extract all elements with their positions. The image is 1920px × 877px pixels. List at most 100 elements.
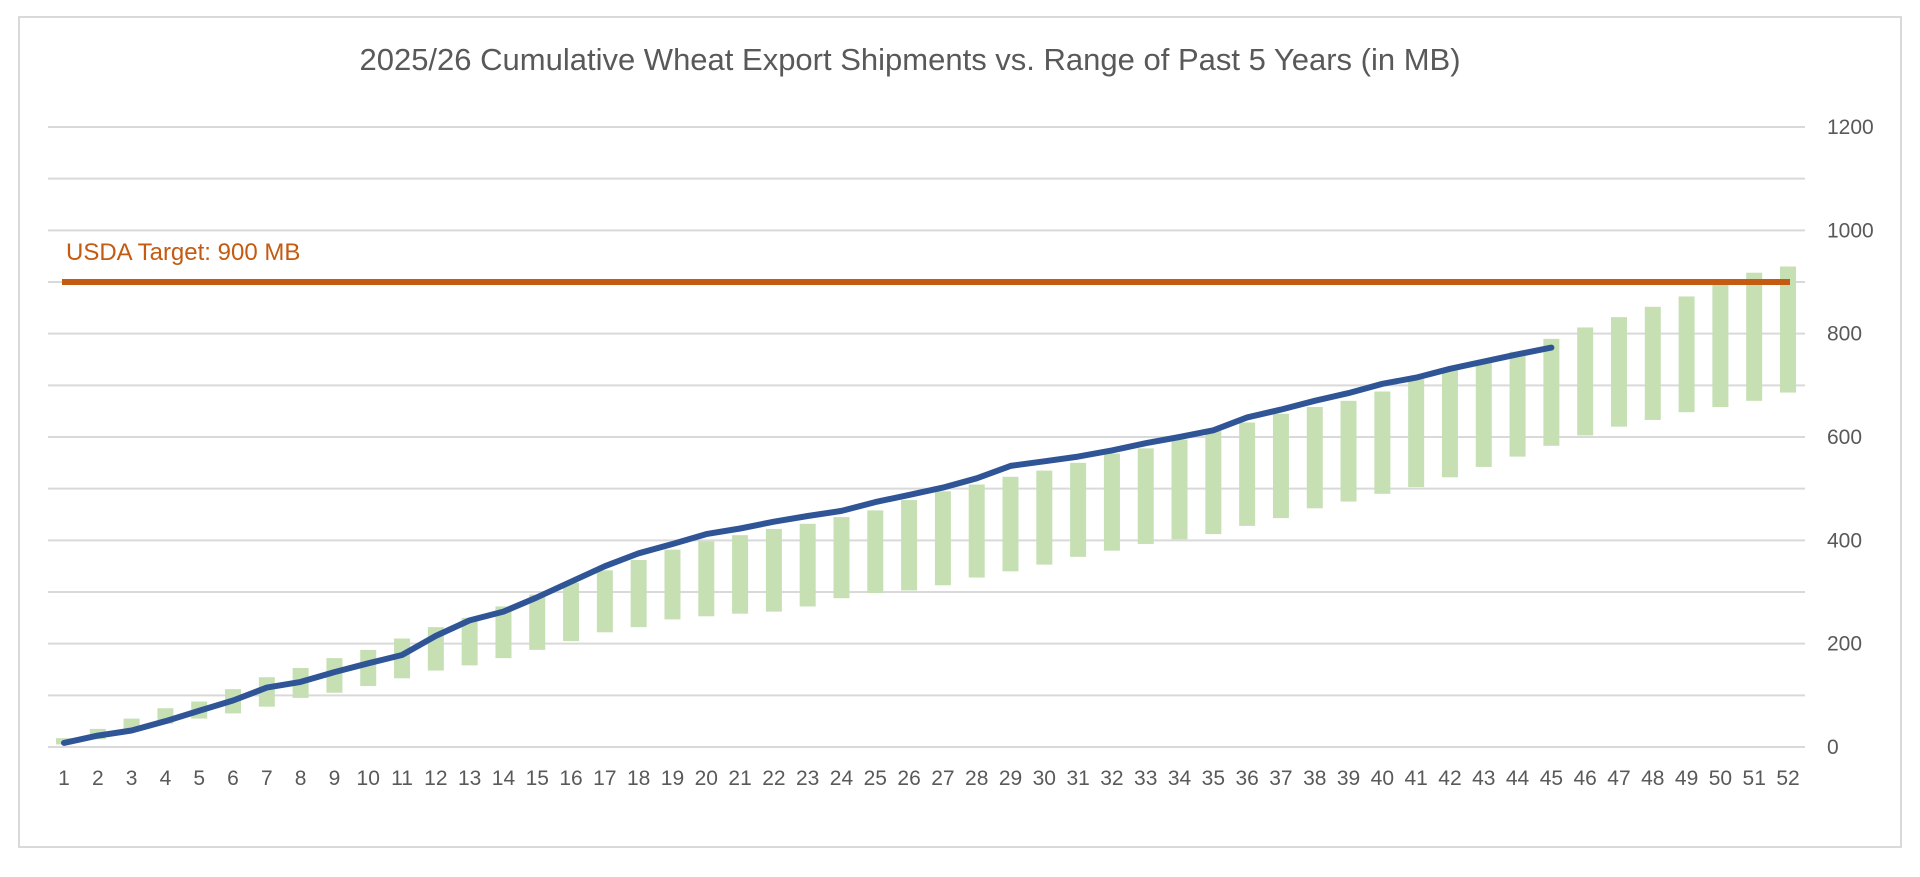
range-bar (765, 528, 782, 612)
x-tick-label: 6 (227, 767, 239, 790)
x-tick-label: 1 (58, 767, 70, 790)
y-tick-label: 1200 (1827, 116, 1874, 139)
x-tick-label: 51 (1743, 767, 1766, 790)
x-tick-label: 32 (1100, 767, 1123, 790)
x-tick-label: 36 (1235, 767, 1258, 790)
range-bar (1272, 413, 1289, 519)
range-bar (1070, 462, 1087, 557)
y-tick-label: 400 (1827, 529, 1862, 552)
range-bar (596, 570, 613, 633)
range-bar (1712, 283, 1729, 408)
x-tick-label: 38 (1303, 767, 1326, 790)
x-tick-label: 4 (160, 767, 172, 790)
x-tick-label: 30 (1033, 767, 1056, 790)
range-bar (1543, 338, 1560, 446)
range-bar (630, 559, 647, 628)
range-bar (495, 606, 512, 659)
x-tick-label: 23 (796, 767, 819, 790)
range-bar (326, 658, 343, 693)
x-tick-label: 18 (627, 767, 650, 790)
range-bar (461, 617, 478, 666)
x-tick-label: 34 (1168, 767, 1192, 790)
range-bar (732, 535, 749, 614)
y-tick-label: 1000 (1827, 219, 1874, 242)
gridlines (48, 126, 1805, 748)
range-bar (934, 491, 951, 586)
x-tick-label: 52 (1776, 767, 1799, 790)
y-axis-ticks: 0 200 400 600 800 1000 1200 (1827, 116, 1874, 759)
x-tick-label: 11 (391, 767, 413, 790)
x-tick-label: 43 (1472, 767, 1495, 790)
x-tick-label: 3 (126, 767, 138, 790)
range-bar (664, 549, 681, 620)
x-tick-label: 24 (830, 767, 854, 790)
x-tick-label: 50 (1709, 767, 1732, 790)
range-bar (1577, 327, 1594, 436)
range-bar (833, 517, 850, 599)
x-tick-label: 49 (1675, 767, 1698, 790)
range-bar (1205, 430, 1222, 535)
range-bar (698, 541, 715, 617)
range-bar (1239, 422, 1256, 526)
x-tick-label: 17 (593, 767, 616, 790)
x-tick-label: 27 (931, 767, 954, 790)
range-bar (867, 510, 884, 594)
x-tick-label: 21 (728, 767, 751, 790)
shipments-line-group (61, 344, 1555, 746)
x-tick-label: 47 (1607, 767, 1630, 790)
x-tick-label: 7 (261, 767, 273, 790)
range-bars (56, 266, 1796, 745)
range-bar (360, 649, 377, 687)
x-tick-label: 35 (1202, 767, 1225, 790)
range-bar (1306, 407, 1323, 509)
x-tick-label: 12 (424, 767, 447, 790)
range-bar (1678, 296, 1695, 413)
x-tick-label: 5 (193, 767, 205, 790)
range-bar (1441, 369, 1458, 478)
range-bar (1746, 272, 1763, 401)
range-bar (1509, 351, 1526, 457)
range-bar (1002, 476, 1019, 572)
x-axis-ticks: 1 2 3 4 5 6 7 8 9 10 11 12 13 14 15 16 17 18 19 20 21 22 23 24 2… (58, 767, 1800, 790)
x-tick-label: 42 (1438, 767, 1461, 790)
range-bar (1340, 400, 1357, 502)
x-tick-label: 37 (1269, 767, 1292, 790)
x-tick-label: 45 (1540, 767, 1563, 790)
x-tick-label: 46 (1573, 767, 1596, 790)
range-bar (799, 523, 816, 607)
range-bar (1780, 266, 1796, 393)
range-bar (1644, 306, 1661, 420)
range-bar (529, 594, 546, 650)
x-tick-label: 26 (897, 767, 920, 790)
x-tick-label: 29 (999, 767, 1022, 790)
range-bar (901, 500, 918, 591)
x-tick-label: 9 (329, 767, 341, 790)
x-tick-label: 22 (762, 767, 785, 790)
y-tick-label: 600 (1827, 426, 1862, 449)
range-bar (394, 638, 411, 679)
x-tick-label: 44 (1506, 767, 1530, 790)
x-tick-label: 25 (864, 767, 887, 790)
range-bar (1103, 453, 1120, 551)
range-bar (1374, 391, 1391, 494)
range-bar (1475, 360, 1492, 467)
x-tick-label: 16 (559, 767, 582, 790)
x-tick-label: 39 (1337, 767, 1360, 790)
x-tick-label: 13 (458, 767, 481, 790)
range-bar (1171, 439, 1188, 540)
y-tick-label: 800 (1827, 323, 1862, 346)
x-tick-label: 28 (965, 767, 988, 790)
range-bar (1036, 470, 1053, 565)
x-tick-label: 19 (661, 767, 684, 790)
range-bar (563, 582, 580, 642)
range-bar (1610, 317, 1627, 427)
chart-title: 2025/26 Cumulative Wheat Export Shipment… (359, 42, 1461, 77)
y-tick-label: 200 (1827, 633, 1862, 656)
x-tick-label: 8 (295, 767, 307, 790)
range-bar (968, 484, 985, 578)
x-tick-label: 14 (492, 767, 516, 790)
x-tick-label: 10 (357, 767, 380, 790)
range-bar (1408, 379, 1425, 488)
target-line-group: USDA Target: 900 MB (62, 239, 1790, 285)
